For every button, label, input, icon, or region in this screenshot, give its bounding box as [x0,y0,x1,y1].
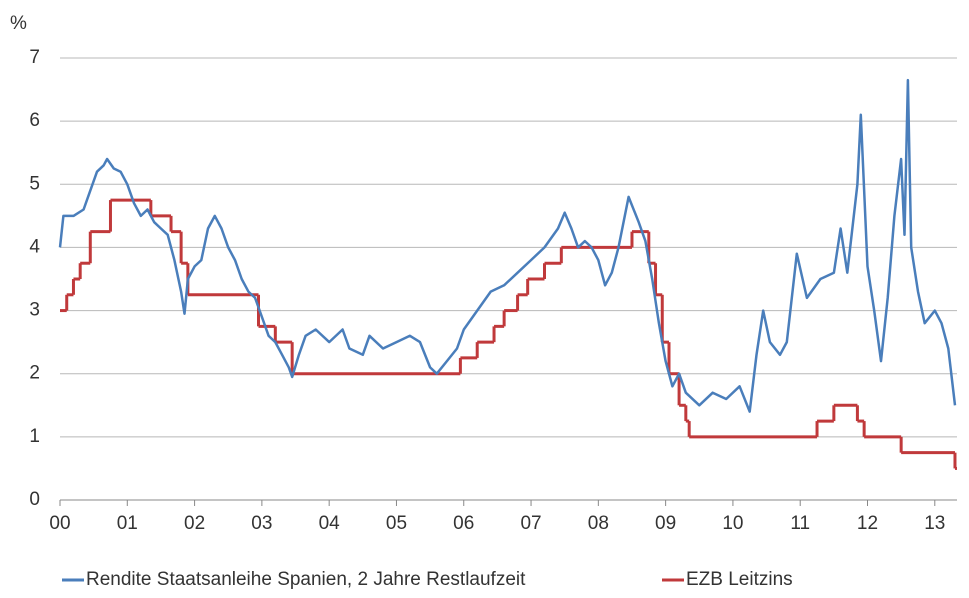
y-tick-label: 2 [29,363,40,384]
x-tick-label: 07 [520,513,541,534]
y-unit-label: % [10,13,27,34]
x-tick-label: 06 [453,513,474,534]
y-tick-label: 3 [29,300,40,321]
x-tick-label: 01 [117,513,138,534]
x-tick-label: 03 [251,513,272,534]
x-tick-label: 09 [655,513,676,534]
x-tick-label: 05 [386,513,407,534]
x-tick-label: 12 [857,513,878,534]
series-line [58,78,957,413]
legend-label: EZB Leitzins [686,569,793,590]
x-tick-label: 08 [588,513,609,534]
y-tick-label: 7 [29,47,40,68]
x-tick-label: 02 [184,513,205,534]
legend-label: Rendite Staatsanleihe Spanien, 2 Jahre R… [86,569,526,590]
y-tick-label: 1 [29,426,40,447]
x-tick-label: 11 [790,513,810,534]
y-tick-label: 5 [29,173,40,194]
x-tick-label: 13 [924,513,945,534]
x-tick-label: 04 [319,513,341,534]
y-tick-label: 6 [29,110,40,131]
x-tick-label: 10 [722,513,743,534]
y-tick-label: 0 [29,489,40,510]
x-tick-label: 00 [49,513,70,534]
y-tick-label: 4 [29,236,40,257]
